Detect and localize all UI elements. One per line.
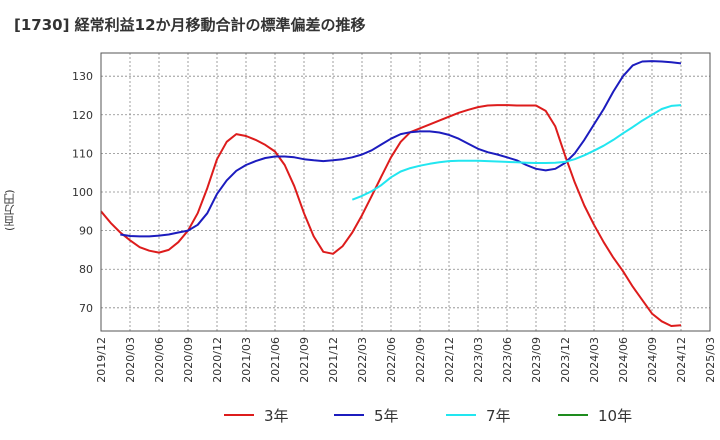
- legend-label: 10年: [598, 406, 633, 425]
- x-tick-label: 2019/12: [95, 337, 108, 383]
- x-tick-label: 2023/12: [559, 337, 572, 383]
- chart-canvas: 70 80 90 100 110 120 130 2019/12 2020/03 2020/06 2…: [72, 52, 717, 383]
- x-tick-label: 2021/12: [327, 337, 340, 383]
- x-tick-label: 2020/12: [211, 337, 224, 383]
- y-tick-label: 80: [79, 263, 93, 276]
- legend-label: 5年: [374, 406, 399, 425]
- y-tick-label: 130: [72, 70, 93, 83]
- legend-label: 7年: [486, 406, 511, 425]
- y-tick-label: 90: [79, 225, 93, 238]
- y-tick-label: 110: [72, 147, 93, 160]
- x-tick-label: 2022/06: [385, 337, 398, 383]
- legend-item: 7年: [446, 402, 511, 428]
- legend-item: 3年: [224, 402, 289, 428]
- legend-label: 3年: [264, 406, 289, 425]
- legend-swatch: [446, 414, 476, 416]
- series-layer: [100, 60, 682, 327]
- grid-layer: [100, 53, 711, 331]
- series-line-1: [100, 104, 682, 327]
- series-line-3: [351, 104, 682, 201]
- legend-swatch: [558, 414, 588, 416]
- legend-swatch: [334, 414, 364, 416]
- x-tick-label: 2021/03: [240, 337, 253, 383]
- x-tick-label: 2022/12: [443, 337, 456, 383]
- x-tick-label: 2020/09: [182, 337, 195, 383]
- chart-title: [1730] 経常利益12か月移動合計の標準偏差の推移: [14, 16, 366, 34]
- x-tick-label: 2021/09: [298, 337, 311, 383]
- legend-swatch: [224, 414, 254, 416]
- x-tick-label: 2023/03: [472, 337, 485, 383]
- x-tick-label: 2020/06: [153, 337, 166, 383]
- x-tick-label: 2023/06: [501, 337, 514, 383]
- series-line-2: [120, 60, 682, 238]
- x-tick-label: 2024/06: [617, 337, 630, 383]
- x-tick-label: 2022/09: [414, 337, 427, 383]
- x-tick-label: 2024/03: [588, 337, 601, 383]
- x-tick-label: 2024/09: [646, 337, 659, 383]
- x-tick-label: 2021/06: [269, 337, 282, 383]
- legend-item: 5年: [334, 402, 399, 428]
- plot-frame: [100, 52, 711, 332]
- x-tick-label: 2024/12: [675, 337, 688, 383]
- x-tick-label: 2020/03: [124, 337, 137, 383]
- legend: 3年 5年 7年 10年: [0, 402, 720, 428]
- x-tick-label: 2025/03: [704, 337, 717, 383]
- y-tick-label: 70: [79, 302, 93, 315]
- y-tick-label: 120: [72, 109, 93, 122]
- tick-layer: 70 80 90 100 110 120 130 2019/12 2020/03 2020/06 2…: [72, 70, 717, 383]
- x-tick-label: 2022/03: [356, 337, 369, 383]
- legend-item: 10年: [558, 402, 632, 428]
- y-tick-label: 100: [72, 186, 93, 199]
- x-tick-label: 2023/09: [530, 337, 543, 383]
